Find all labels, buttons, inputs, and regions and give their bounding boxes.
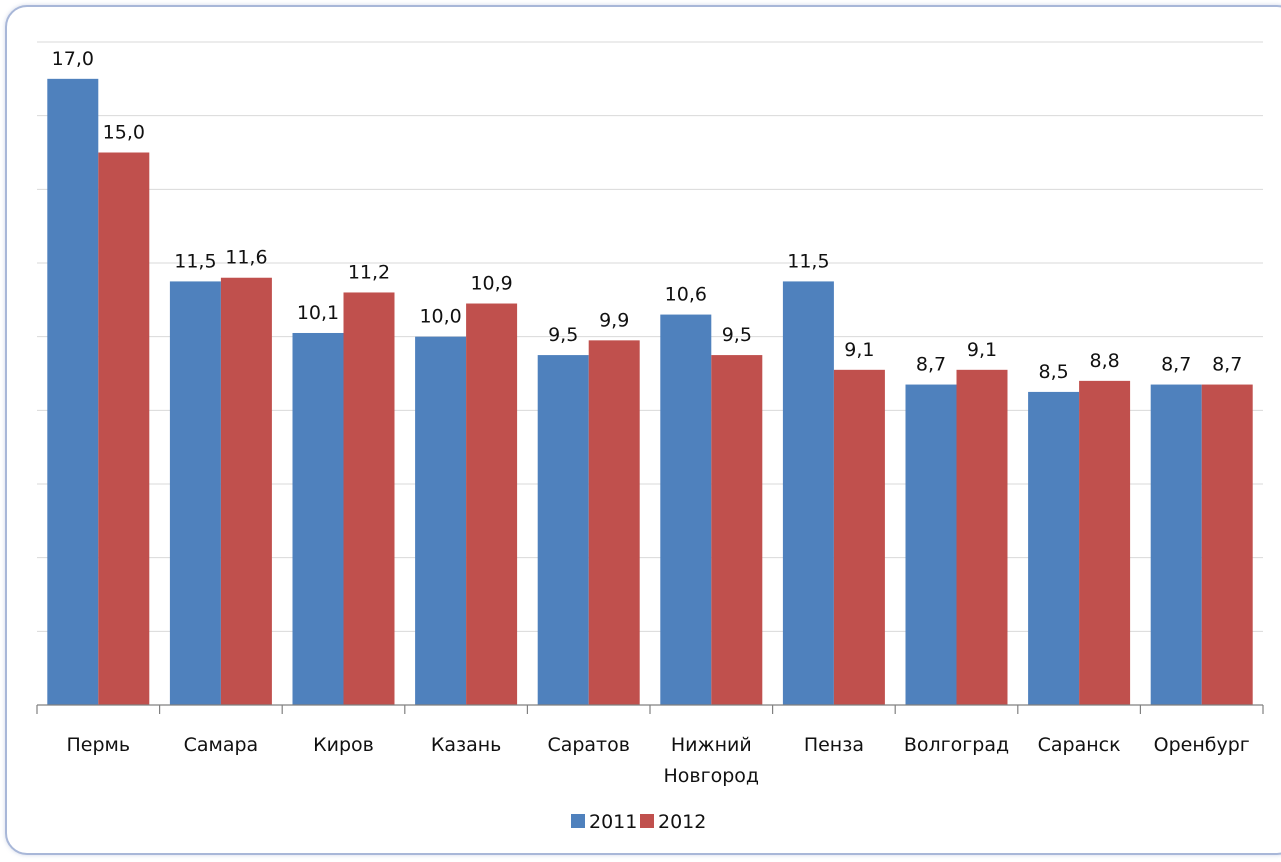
category-label: Пенза: [804, 734, 864, 756]
bar-2012: [711, 355, 763, 705]
legend-swatch-2011: [571, 814, 585, 828]
data-label: 8,7: [1212, 354, 1242, 376]
data-label: 8,5: [1038, 361, 1068, 383]
category-label: Пермь: [67, 734, 131, 756]
bar-2011: [415, 336, 467, 705]
data-label: 10,1: [297, 302, 339, 324]
category-label: Нижний Новгород: [664, 734, 760, 787]
data-label: 11,5: [787, 250, 829, 272]
data-label: 9,9: [599, 309, 629, 331]
category-labels: Пермь Самара Киров Казань Саратов Нижний Новго…: [67, 734, 1250, 787]
data-label: 11,5: [174, 250, 216, 272]
category-label: Самара: [184, 734, 259, 756]
data-label: 17,0: [52, 48, 94, 70]
data-label: 10,9: [470, 273, 512, 295]
bar-2011: [169, 281, 221, 705]
data-label: 8,7: [916, 354, 946, 376]
bar-2011: [47, 78, 99, 706]
category-label: Волгоград: [904, 734, 1009, 756]
data-label: 9,1: [967, 339, 997, 361]
bar-2012: [220, 277, 272, 705]
category-label: Киров: [313, 734, 374, 756]
bar-2012: [1201, 384, 1253, 705]
bar-2011: [660, 314, 712, 705]
data-label: 9,5: [548, 324, 578, 346]
category-label: Казань: [431, 734, 502, 756]
legend: 2011 2012: [571, 811, 706, 833]
x-axis: [36, 704, 1264, 714]
bar-2011: [782, 281, 834, 705]
category-label: Оренбург: [1154, 734, 1250, 756]
bars: [47, 78, 1253, 706]
category-label: Саратов: [547, 734, 630, 756]
data-label: 9,1: [844, 339, 874, 361]
bar-2012: [466, 303, 518, 705]
bar-2011: [1028, 391, 1080, 705]
bar-2012: [98, 152, 150, 705]
bar-2012: [343, 292, 395, 705]
legend-label: 2012: [658, 811, 706, 833]
data-label: 10,6: [665, 284, 707, 306]
data-label: 8,7: [1161, 354, 1191, 376]
data-label: 8,8: [1089, 350, 1119, 372]
data-label: 11,6: [225, 247, 267, 269]
bar-2011: [905, 384, 957, 705]
category-label: Саранск: [1038, 734, 1121, 756]
data-label: 10,0: [419, 306, 461, 328]
bar-2011: [537, 355, 589, 705]
legend-swatch-2012: [640, 814, 654, 828]
data-label: 15,0: [103, 122, 145, 144]
bar-2011: [1150, 384, 1202, 705]
bar-2011: [292, 332, 344, 705]
bar-2012: [956, 369, 1008, 705]
legend-label: 2011: [589, 811, 637, 833]
bar-2012: [833, 369, 885, 705]
data-label: 9,5: [722, 324, 752, 346]
data-label: 11,2: [348, 261, 390, 283]
data-labels: 17,0 11,5 10,1 10,0 9,5 10,6 11,5 8,7 8,5 8,7 15,0…: [52, 48, 1243, 383]
bar-2012: [1079, 380, 1131, 705]
bar-2012: [588, 340, 640, 705]
